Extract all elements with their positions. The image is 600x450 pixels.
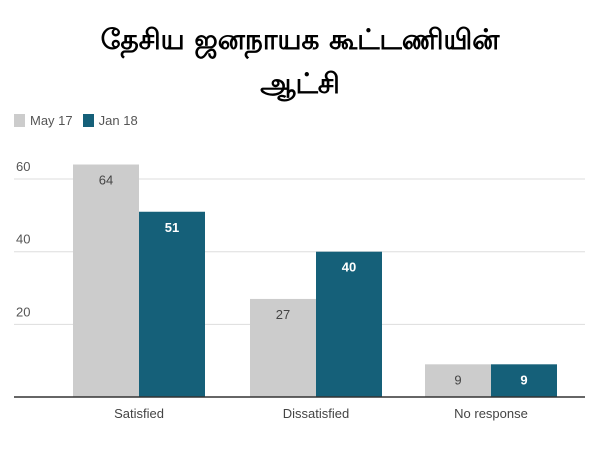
y-tick-label-40: 40 <box>16 232 30 247</box>
legend-swatch-series-2 <box>82 114 94 127</box>
legend-item-series-1: May 17 <box>14 113 73 128</box>
legend: May 17 Jan 18 <box>14 113 148 128</box>
legend-label-series-1: May 17 <box>30 113 73 128</box>
bar-satisfied-series-2 <box>139 211 205 397</box>
bar-dissatisfied-series-2 <box>316 251 382 397</box>
bar-dissatisfied-series-1 <box>250 298 316 397</box>
bar-satisfied-series-1 <box>73 164 139 397</box>
chart-title: தேசிய ஜனநாயக கூட்டணியின் ஆட்சி <box>0 18 600 106</box>
title-line-2: ஆட்சி <box>260 67 340 100</box>
data-label-no-response-series-1: 9 <box>454 372 461 387</box>
title-line-1: தேசிய ஜனநாயக கூட்டணியின் <box>100 23 500 56</box>
data-label-satisfied-series-2: 51 <box>165 220 179 235</box>
x-category-label-satisfied: Satisfied <box>114 406 164 421</box>
data-label-dissatisfied-series-1: 27 <box>276 307 290 322</box>
data-label-dissatisfied-series-2: 40 <box>342 260 356 275</box>
y-tick-label-60: 60 <box>16 159 30 174</box>
bar-no-response-series-1 <box>425 364 491 397</box>
data-label-no-response-series-2: 9 <box>520 372 527 387</box>
legend-item-series-2: Jan 18 <box>82 113 138 128</box>
bar-no-response-series-2 <box>491 364 557 397</box>
y-tick-label-20: 20 <box>16 304 30 319</box>
legend-label-series-2: Jan 18 <box>98 113 138 128</box>
data-label-satisfied-series-1: 64 <box>99 173 113 188</box>
legend-swatch-series-1 <box>14 114 25 127</box>
x-category-label-dissatisfied: Dissatisfied <box>283 406 349 421</box>
x-category-label-no-response: No response <box>454 406 528 421</box>
